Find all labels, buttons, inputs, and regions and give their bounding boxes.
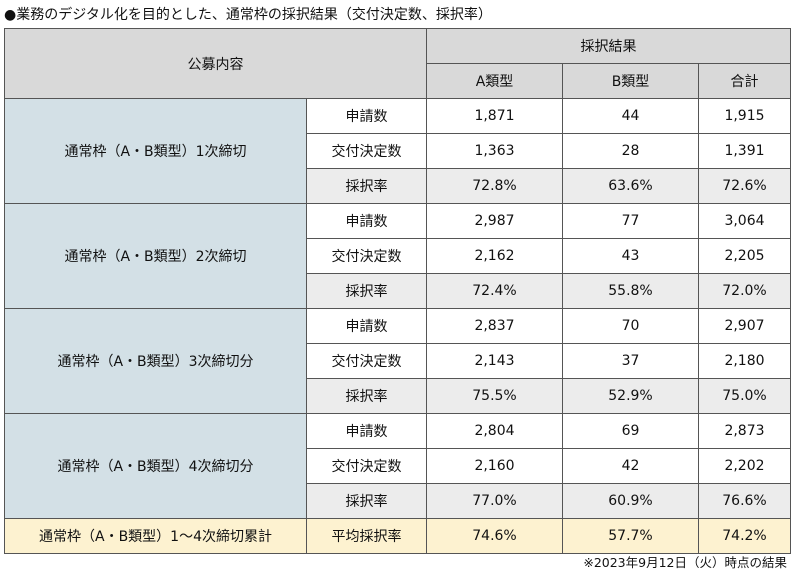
cell-a: 72.4% — [426, 273, 563, 309]
cell-a: 2,160 — [426, 448, 563, 484]
header-col-b: B類型 — [562, 63, 699, 99]
row-label: 採択率 — [306, 273, 427, 309]
row-label: 申請数 — [306, 413, 427, 449]
table-row: 交付決定数 2,143 37 2,180 — [5, 343, 791, 379]
cell-total: 1,391 — [698, 133, 791, 169]
row-label: 採択率 — [306, 168, 427, 204]
table-row: 交付決定数 2,162 43 2,205 — [5, 238, 791, 274]
round-name: 通常枠（A・B類型）3次締切分 — [4, 308, 307, 414]
cell-a: 75.5% — [426, 378, 563, 414]
cumulative-total: 74.2% — [698, 518, 791, 554]
header-category: 公募内容 — [4, 28, 427, 99]
cell-total: 2,907 — [698, 308, 791, 344]
adoption-results-table: 公募内容 採択結果 A類型 B類型 合計 通常枠（A・B類型）1次締切 申請数 1,… — [4, 28, 791, 554]
table-row: 交付決定数 1,363 28 1,391 — [5, 133, 791, 169]
footnote: ※2023年9月12日（火）時点の結果 — [583, 555, 787, 570]
cell-b: 28 — [562, 133, 699, 169]
cell-a: 2,804 — [426, 413, 563, 449]
cell-total: 72.6% — [698, 168, 791, 204]
header-subrow: A類型 B類型 合計 — [5, 63, 791, 99]
header-row: 公募内容 採択結果 — [4, 28, 791, 99]
cell-b: 52.9% — [562, 378, 699, 414]
cell-a: 1,363 — [426, 133, 563, 169]
cell-a: 2,987 — [426, 203, 563, 239]
cell-total: 1,915 — [698, 98, 791, 134]
cell-total: 2,202 — [698, 448, 791, 484]
table-title: ●業務のデジタル化を目的とした、通常枠の採択結果（交付決定数、採択率） — [4, 7, 492, 23]
row-label: 交付決定数 — [306, 238, 427, 274]
cell-a: 2,837 — [426, 308, 563, 344]
cell-total: 2,205 — [698, 238, 791, 274]
cell-b: 44 — [562, 98, 699, 134]
cell-b: 43 — [562, 238, 699, 274]
round-name: 通常枠（A・B類型）2次締切 — [4, 203, 307, 309]
cumulative-row: 通常枠（A・B類型）1〜4次締切累計 平均採択率 74.6% 57.7% 74.2% — [4, 518, 791, 554]
cell-b: 60.9% — [562, 483, 699, 519]
cell-b: 37 — [562, 343, 699, 379]
cell-total: 72.0% — [698, 273, 791, 309]
cell-total: 75.0% — [698, 378, 791, 414]
cell-b: 63.6% — [562, 168, 699, 204]
header-col-total: 合計 — [698, 63, 791, 99]
cell-b: 55.8% — [562, 273, 699, 309]
cell-b: 77 — [562, 203, 699, 239]
header-result: 採択結果 — [426, 28, 791, 64]
round-name: 通常枠（A・B類型）4次締切分 — [4, 413, 307, 519]
cell-total: 2,873 — [698, 413, 791, 449]
cell-total: 3,064 — [698, 203, 791, 239]
table-body: 公募内容 採択結果 A類型 B類型 合計 通常枠（A・B類型）1次締切 申請数 1,… — [4, 28, 791, 554]
row-label: 交付決定数 — [306, 133, 427, 169]
cell-total: 76.6% — [698, 483, 791, 519]
cell-total: 2,180 — [698, 343, 791, 379]
table-row: 採択率 72.8% 63.6% 72.6% — [5, 168, 791, 204]
cumulative-b: 57.7% — [562, 518, 699, 554]
cumulative-name: 通常枠（A・B類型）1〜4次締切累計 — [4, 518, 307, 554]
row-label: 交付決定数 — [306, 343, 427, 379]
round-name: 通常枠（A・B類型）1次締切 — [4, 98, 307, 204]
cell-b: 70 — [562, 308, 699, 344]
cell-a: 2,143 — [426, 343, 563, 379]
table-row: 通常枠（A・B類型）2次締切 申請数 2,987 77 3,064 — [4, 203, 791, 309]
cell-b: 69 — [562, 413, 699, 449]
cell-a: 1,871 — [426, 98, 563, 134]
table-row: 通常枠（A・B類型）4次締切分 申請数 2,804 69 2,873 — [4, 413, 791, 519]
table-row: 採択率 72.4% 55.8% 72.0% — [5, 273, 791, 309]
row-label: 交付決定数 — [306, 448, 427, 484]
table-row: 交付決定数 2,160 42 2,202 — [5, 448, 791, 484]
table-row: 通常枠（A・B類型）1次締切 申請数 1,871 44 1,915 — [4, 98, 791, 204]
cumulative-a: 74.6% — [426, 518, 563, 554]
table-row: 採択率 77.0% 60.9% 76.6% — [5, 483, 791, 519]
table-row: 通常枠（A・B類型）3次締切分 申請数 2,837 70 2,907 — [4, 308, 791, 414]
cell-a: 77.0% — [426, 483, 563, 519]
cumulative-label: 平均採択率 — [306, 518, 427, 554]
cell-b: 42 — [562, 448, 699, 484]
cell-a: 72.8% — [426, 168, 563, 204]
row-label: 申請数 — [306, 308, 427, 344]
row-label: 採択率 — [306, 483, 427, 519]
row-label: 申請数 — [306, 98, 427, 134]
header-col-a: A類型 — [426, 63, 563, 99]
row-label: 採択率 — [306, 378, 427, 414]
row-label: 申請数 — [306, 203, 427, 239]
cell-a: 2,162 — [426, 238, 563, 274]
table-row: 採択率 75.5% 52.9% 75.0% — [5, 378, 791, 414]
